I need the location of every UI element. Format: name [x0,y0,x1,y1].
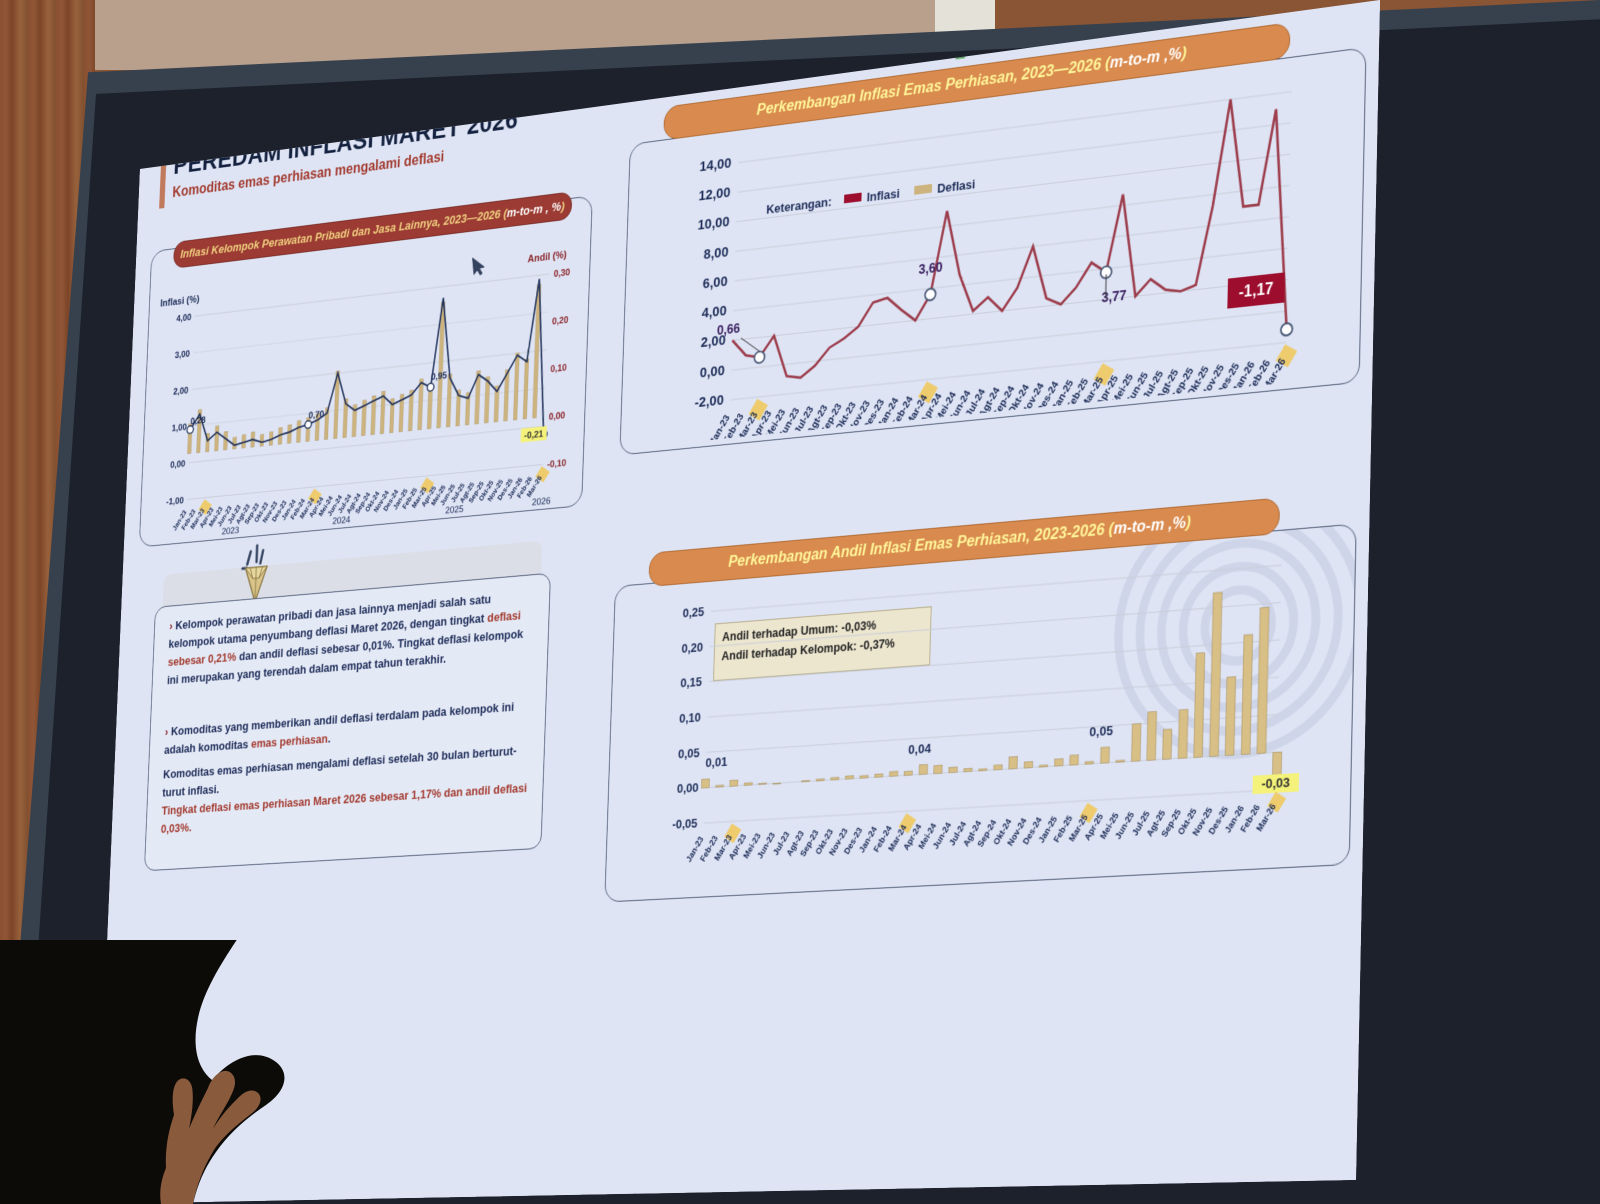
svg-text:8,00: 8,00 [703,243,728,262]
svg-text:2025: 2025 [445,503,464,516]
svg-text:0,01: 0,01 [705,755,727,771]
svg-text:0,25: 0,25 [682,605,704,621]
svg-text:12,00: 12,00 [698,184,731,204]
svg-text:0,28: 0,28 [190,414,206,427]
svg-text:-0,05: -0,05 [672,817,698,833]
svg-text:-1,00: -1,00 [166,494,184,507]
svg-text:2024: 2024 [332,513,351,526]
svg-text:-0,10: -0,10 [547,456,567,469]
svg-text:0,00: 0,00 [677,781,699,797]
svg-text:1,00: 1,00 [172,421,188,434]
svg-text:2026: 2026 [532,494,551,507]
svg-text:-0,03: -0,03 [1261,776,1290,793]
svg-text:3,00: 3,00 [175,348,191,361]
svg-text:-2,00: -2,00 [694,392,724,411]
svg-text:0,20: 0,20 [681,640,703,656]
svg-text:2023: 2023 [222,524,240,537]
svg-text:0,00: 0,00 [170,458,186,471]
svg-text:-0,21: -0,21 [524,428,544,441]
svg-text:0,10: 0,10 [550,361,567,374]
svg-text:0,00: 0,00 [549,409,566,422]
svg-text:-1,17: -1,17 [1239,279,1274,301]
svg-text:0,66: 0,66 [717,322,741,339]
svg-text:3,77: 3,77 [1101,289,1126,306]
svg-text:10,00: 10,00 [697,214,730,234]
svg-text:0,04: 0,04 [908,742,931,758]
svg-text:0,30: 0,30 [554,266,571,279]
svg-text:4,00: 4,00 [176,311,192,324]
svg-text:0,20: 0,20 [552,313,569,326]
svg-text:14,00: 14,00 [699,155,731,175]
svg-text:0,95: 0,95 [431,369,448,382]
svg-text:4,00: 4,00 [702,302,728,321]
svg-text:0,05: 0,05 [678,746,700,762]
svg-text:2,00: 2,00 [173,384,189,397]
svg-text:6,00: 6,00 [703,273,728,292]
svg-text:0,05: 0,05 [1089,724,1113,740]
svg-text:0,00: 0,00 [700,362,726,381]
svg-text:3,60: 3,60 [918,261,943,278]
svg-text:0,10: 0,10 [679,711,701,727]
svg-text:0,70: 0,70 [308,408,324,421]
svg-text:0,15: 0,15 [680,675,702,691]
